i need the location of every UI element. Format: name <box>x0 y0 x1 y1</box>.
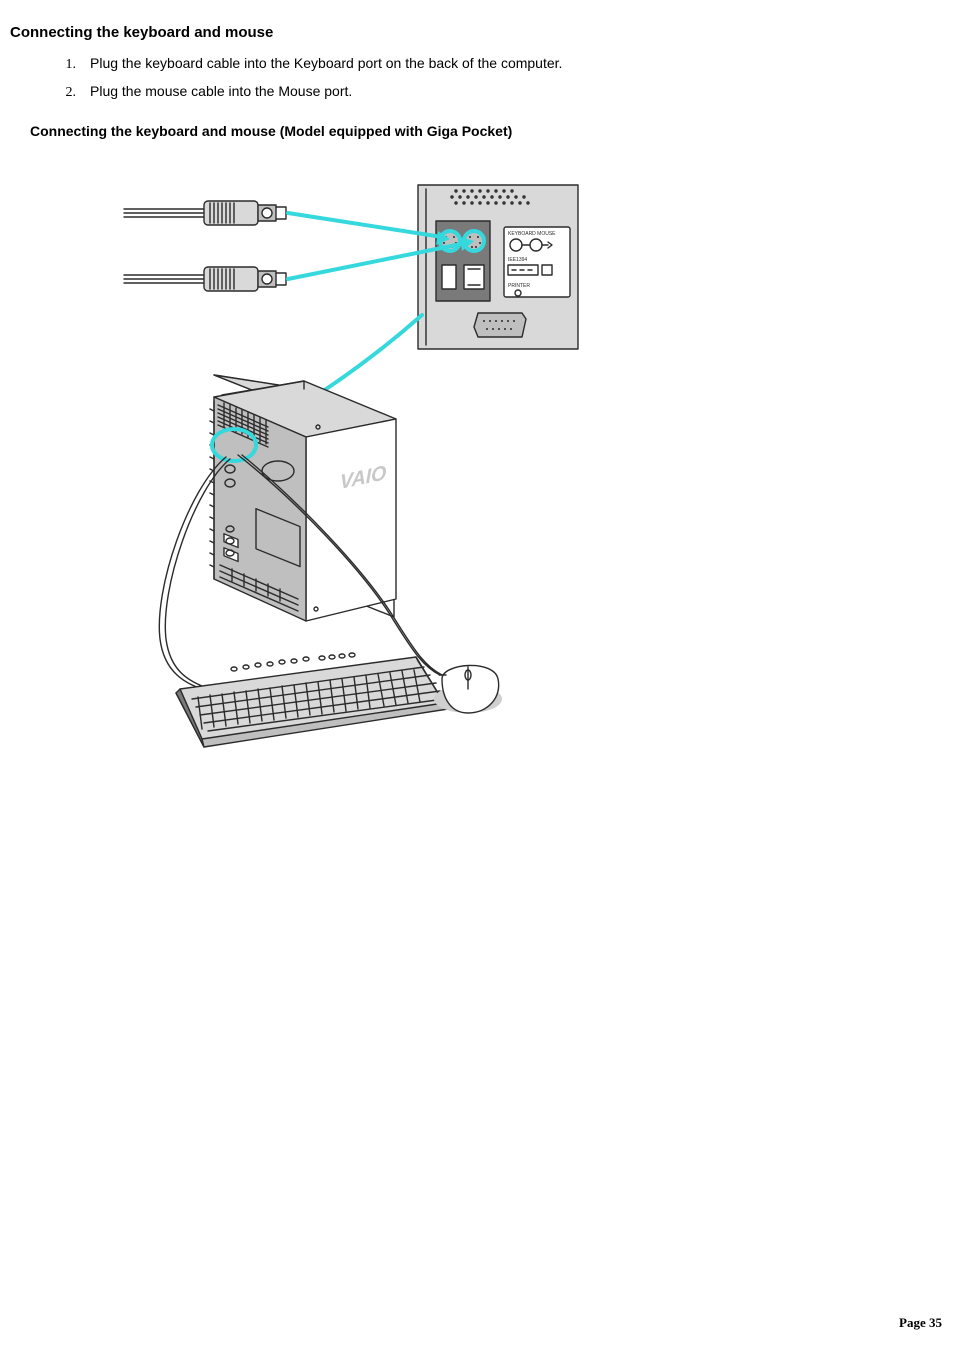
list-text: Plug the mouse cable into the Mouse port… <box>90 83 352 99</box>
list-text: Plug the keyboard cable into the Keyboar… <box>90 55 562 71</box>
figure-connecting-keyboard-mouse: .ln { stroke:#2b2b2b; stroke-width:1.4; … <box>118 169 598 749</box>
steps-list: 1. Plug the keyboard cable into the Keyb… <box>10 55 944 101</box>
list-number: 2. <box>54 85 76 101</box>
list-item: 2. Plug the mouse cable into the Mouse p… <box>54 83 944 101</box>
svg-text:IEE1394: IEE1394 <box>508 257 527 263</box>
svg-text:KEYBOARD MOUSE: KEYBOARD MOUSE <box>508 231 556 237</box>
section-heading: Connecting the keyboard and mouse <box>10 24 944 41</box>
list-number: 1. <box>54 57 76 73</box>
list-item: 1. Plug the keyboard cable into the Keyb… <box>54 55 944 73</box>
figure-caption: Connecting the keyboard and mouse (Model… <box>30 123 944 139</box>
svg-text:PRINTER: PRINTER <box>508 283 530 289</box>
page-number: Page 35 <box>899 1315 942 1331</box>
